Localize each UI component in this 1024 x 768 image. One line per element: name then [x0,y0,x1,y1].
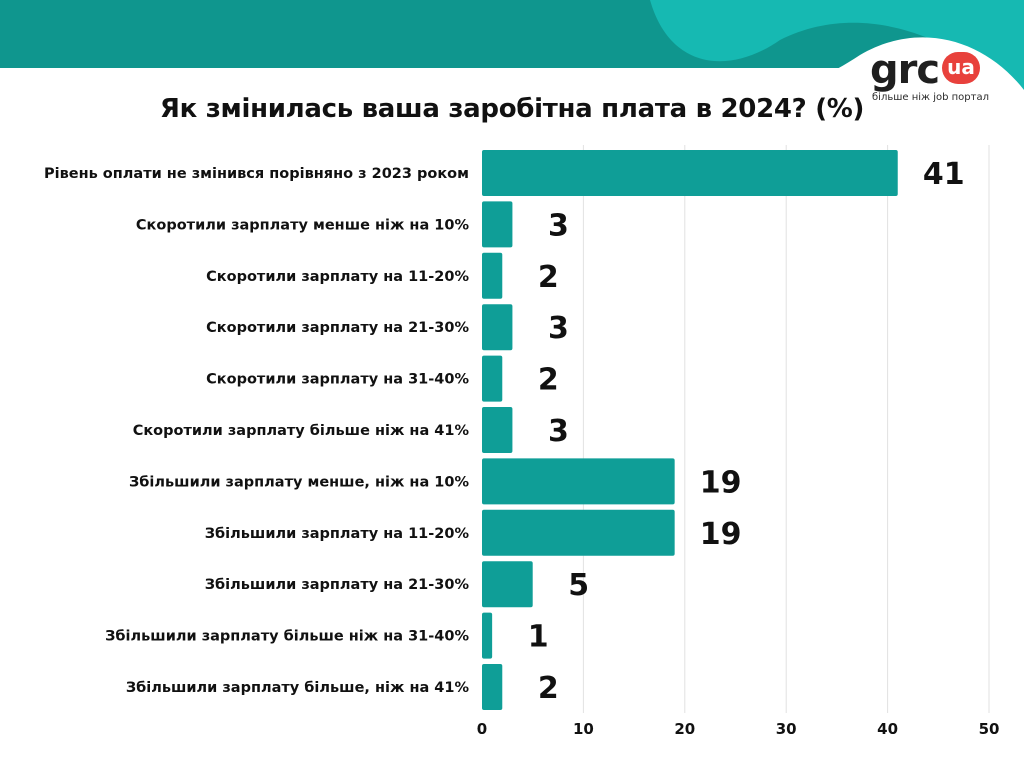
logo-tagline: більше ніж job портал [872,92,989,103]
value-label: 41 [923,157,965,192]
category-label: Збільшили зарплату на 21-30% [205,577,470,593]
chart-title: Як змінилась ваша заробітна плата в 2024… [159,94,865,124]
value-label: 3 [548,414,569,449]
category-label: Скоротили зарплату менше ніж на 10% [136,217,470,233]
gridlines [582,145,990,713]
header-banner [0,0,1024,130]
bar [482,304,513,351]
bar [482,664,503,710]
value-label: 1 [528,620,549,655]
logo-badge: ua [942,52,980,84]
bar [482,561,533,608]
category-labels: Рівень оплати не змінився порівняно з 20… [44,166,470,696]
category-label: Збільшили зарплату менше, ніж на 10% [129,474,469,490]
category-label: Збільшили зарплату більше, ніж на 41% [126,680,470,696]
bar [482,509,675,556]
bars [482,150,898,710]
x-tick-label: 30 [776,720,797,738]
value-label: 3 [548,208,569,243]
logo-text: grc [870,47,940,93]
x-tick-label: 40 [877,720,898,738]
category-label: Скоротили зарплату більше ніж на 41% [133,423,470,439]
category-label: Скоротили зарплату на 11-20% [206,269,469,285]
bar [482,150,898,196]
bar [482,355,503,402]
bar [482,252,503,299]
category-label: Збільшили зарплату більше ніж на 31-40% [105,629,469,645]
x-axis-ticks: 0 10 20 30 40 50 [477,720,1000,738]
bar [482,458,675,505]
x-tick-label: 50 [979,720,1000,738]
grc-logo: grc ua більше ніж job портал [868,48,998,110]
bar [482,407,513,453]
value-label: 3 [548,311,569,346]
value-label: 5 [568,568,589,603]
bar-chart: Рівень оплати не змінився порівняно з 20… [44,145,1000,738]
value-label: 19 [700,517,742,552]
category-label: Рівень оплати не змінився порівняно з 20… [44,166,469,182]
category-label: Скоротили зарплату на 31-40% [206,372,469,388]
value-labels: 41 3 2 3 2 3 19 19 51 2 [528,157,965,706]
value-label: 2 [538,363,559,398]
bar [482,201,513,248]
bar [482,612,493,659]
value-label: 2 [538,260,559,295]
category-label: Збільшили зарплату на 11-20% [205,526,470,542]
x-tick-label: 20 [674,720,695,738]
x-tick-label: 10 [573,720,594,738]
value-label: 2 [538,671,559,706]
value-label: 19 [700,465,742,500]
header-wave-white [660,37,1024,130]
x-tick-label: 0 [477,720,487,738]
header-wave-light [650,0,1024,110]
category-label: Скоротили зарплату на 21-30% [206,320,469,336]
